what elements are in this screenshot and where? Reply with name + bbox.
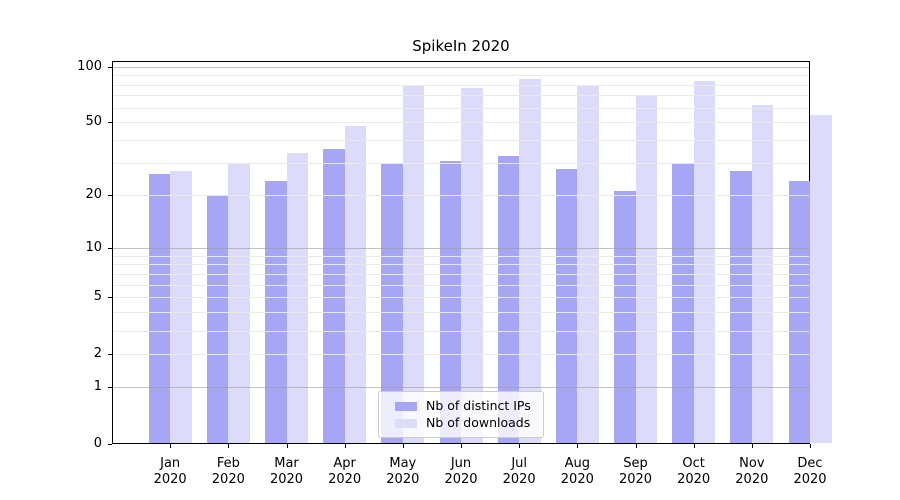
x-tick-label-sep: Sep 2020 bbox=[608, 456, 664, 488]
x-tick-mark-oct bbox=[693, 444, 695, 448]
x-tick-month: Sep bbox=[623, 456, 648, 471]
legend-label-1: Nb of downloads bbox=[426, 415, 531, 430]
x-tick-month: Apr bbox=[333, 456, 356, 471]
x-tick-year: 2020 bbox=[560, 472, 594, 487]
x-tick-year: 2020 bbox=[735, 472, 769, 487]
x-tick-year: 2020 bbox=[444, 472, 478, 487]
x-tick-mark-jun bbox=[461, 444, 462, 448]
x-tick-label-mar: Mar 2020 bbox=[259, 456, 315, 488]
x-tick-label-may: May 2020 bbox=[375, 456, 431, 488]
x-tick-mark-jan bbox=[170, 444, 172, 448]
x-tick-year: 2020 bbox=[618, 472, 653, 487]
legend-swatch-1 bbox=[395, 418, 417, 428]
x-tick-label-apr: Apr 2020 bbox=[317, 456, 373, 488]
x-tick-label-dec: Dec 2020 bbox=[782, 456, 838, 488]
x-tick-year: 2020 bbox=[328, 472, 362, 487]
x-tick-label-nov: Nov 2020 bbox=[724, 456, 780, 488]
x-tick-year: 2020 bbox=[677, 472, 711, 487]
y-tick-label-50: 50 bbox=[85, 114, 102, 130]
x-tick-mark-nov bbox=[751, 444, 753, 448]
x-tick-month: May bbox=[389, 456, 417, 471]
x-tick-label-jan: Jan 2020 bbox=[142, 456, 198, 488]
legend-swatch-0 bbox=[395, 401, 417, 411]
legend-row-1: Nb of downloads bbox=[395, 415, 535, 431]
y-tick-label-2: 2 bbox=[93, 346, 102, 362]
x-tick-mark-sep bbox=[635, 444, 637, 448]
x-tick-label-aug: Aug 2020 bbox=[549, 456, 605, 488]
x-tick-label-feb: Feb 2020 bbox=[200, 456, 256, 488]
x-tick-mark-mar bbox=[286, 444, 288, 448]
x-tick-month: Nov bbox=[739, 456, 765, 471]
x-tick-mark-feb bbox=[228, 444, 230, 448]
legend: Nb of distinct IPs Nb of downloads bbox=[378, 391, 544, 438]
bar-downloads-dec bbox=[810, 114, 832, 443]
x-tick-year: 2020 bbox=[153, 472, 187, 487]
x-tick-year: 2020 bbox=[269, 472, 304, 487]
x-tick-mark-apr bbox=[344, 444, 346, 448]
y-tick-label-100: 100 bbox=[77, 58, 102, 74]
x-tick-month: Oct bbox=[682, 456, 705, 471]
x-tick-mark-jul bbox=[519, 444, 521, 448]
x-tick-month: Jul bbox=[511, 456, 527, 471]
x-tick-month: Mar bbox=[274, 456, 299, 471]
x-tick-year: 2020 bbox=[793, 472, 827, 487]
legend-label-0: Nb of distinct IPs bbox=[426, 398, 531, 413]
x-tick-month: Aug bbox=[564, 456, 591, 471]
x-tick-mark-dec bbox=[810, 444, 811, 448]
x-tick-label-jun: Jun 2020 bbox=[433, 456, 489, 488]
x-tick-month: Feb bbox=[216, 456, 240, 471]
x-tick-label-oct: Oct 2020 bbox=[666, 456, 722, 488]
x-tick-year: 2020 bbox=[386, 472, 420, 487]
plot-area bbox=[112, 61, 810, 444]
y-tick-label-20: 20 bbox=[85, 186, 102, 202]
y-tick-label-5: 5 bbox=[93, 289, 102, 305]
chart-title: SpikeIn 2020 bbox=[412, 37, 510, 55]
y-tick-mark-0 bbox=[108, 444, 112, 445]
y-tick-label-0: 0 bbox=[93, 436, 102, 451]
x-tick-month: Dec bbox=[797, 456, 823, 471]
x-tick-label-jul: Jul 2020 bbox=[491, 456, 547, 488]
x-tick-month: Jun bbox=[450, 456, 472, 471]
y-tick-label-1: 1 bbox=[93, 379, 102, 395]
x-tick-month: Jan bbox=[160, 456, 181, 471]
x-tick-mark-may bbox=[402, 444, 404, 448]
legend-row-0: Nb of distinct IPs bbox=[395, 398, 535, 414]
x-tick-year: 2020 bbox=[502, 472, 536, 487]
y-tick-label-10: 10 bbox=[85, 239, 102, 255]
x-tick-year: 2020 bbox=[211, 472, 245, 487]
x-tick-mark-aug bbox=[577, 444, 579, 448]
